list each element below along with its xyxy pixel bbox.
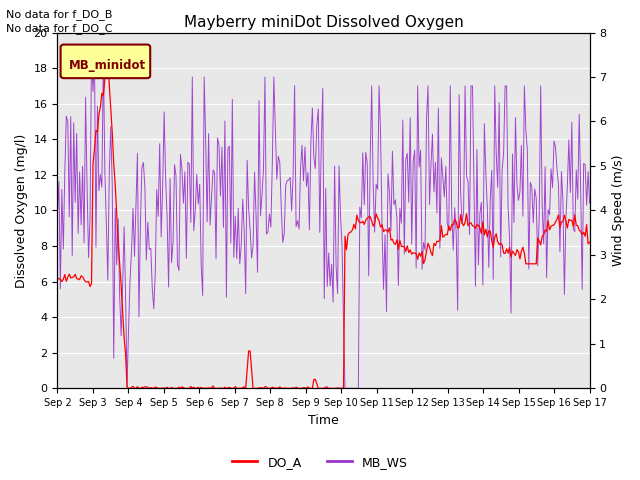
Text: No data for f_DO_C: No data for f_DO_C xyxy=(6,23,113,34)
Y-axis label: Dissolved Oxygen (mg/l): Dissolved Oxygen (mg/l) xyxy=(15,133,28,288)
Legend: DO_A, MB_WS: DO_A, MB_WS xyxy=(227,451,413,474)
Y-axis label: Wind Speed (m/s): Wind Speed (m/s) xyxy=(612,155,625,266)
Text: No data for f_DO_B: No data for f_DO_B xyxy=(6,9,113,20)
X-axis label: Time: Time xyxy=(308,414,339,427)
Text: MB_minidot: MB_minidot xyxy=(69,59,146,72)
Title: Mayberry miniDot Dissolved Oxygen: Mayberry miniDot Dissolved Oxygen xyxy=(184,15,463,30)
